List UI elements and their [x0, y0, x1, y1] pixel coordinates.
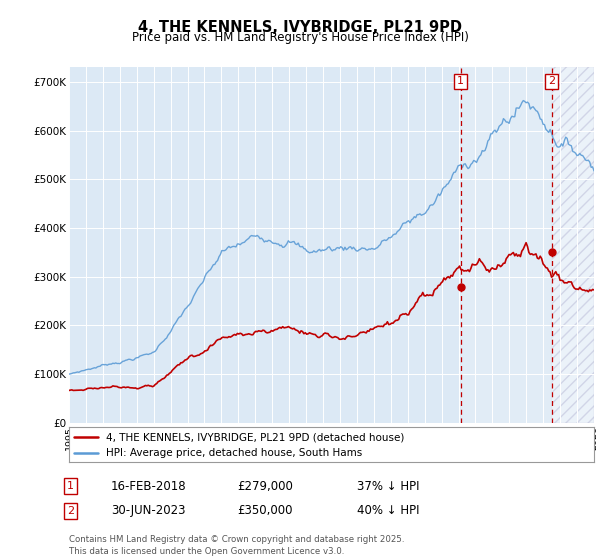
Text: 37% ↓ HPI: 37% ↓ HPI — [357, 479, 419, 493]
Text: HPI: Average price, detached house, South Hams: HPI: Average price, detached house, Sout… — [106, 449, 362, 458]
Text: £279,000: £279,000 — [237, 479, 293, 493]
Text: 30-JUN-2023: 30-JUN-2023 — [111, 504, 185, 517]
Text: £350,000: £350,000 — [237, 504, 293, 517]
Text: 1: 1 — [67, 481, 74, 491]
Text: 1: 1 — [457, 76, 464, 86]
Text: 16-FEB-2018: 16-FEB-2018 — [111, 479, 187, 493]
Text: 4, THE KENNELS, IVYBRIDGE, PL21 9PD: 4, THE KENNELS, IVYBRIDGE, PL21 9PD — [138, 20, 462, 35]
Text: 2: 2 — [67, 506, 74, 516]
Text: 4, THE KENNELS, IVYBRIDGE, PL21 9PD (detached house): 4, THE KENNELS, IVYBRIDGE, PL21 9PD (det… — [106, 432, 404, 442]
Text: 2: 2 — [548, 76, 555, 86]
Text: Price paid vs. HM Land Registry's House Price Index (HPI): Price paid vs. HM Land Registry's House … — [131, 31, 469, 44]
Text: Contains HM Land Registry data © Crown copyright and database right 2025.
This d: Contains HM Land Registry data © Crown c… — [69, 535, 404, 556]
Text: 40% ↓ HPI: 40% ↓ HPI — [357, 504, 419, 517]
